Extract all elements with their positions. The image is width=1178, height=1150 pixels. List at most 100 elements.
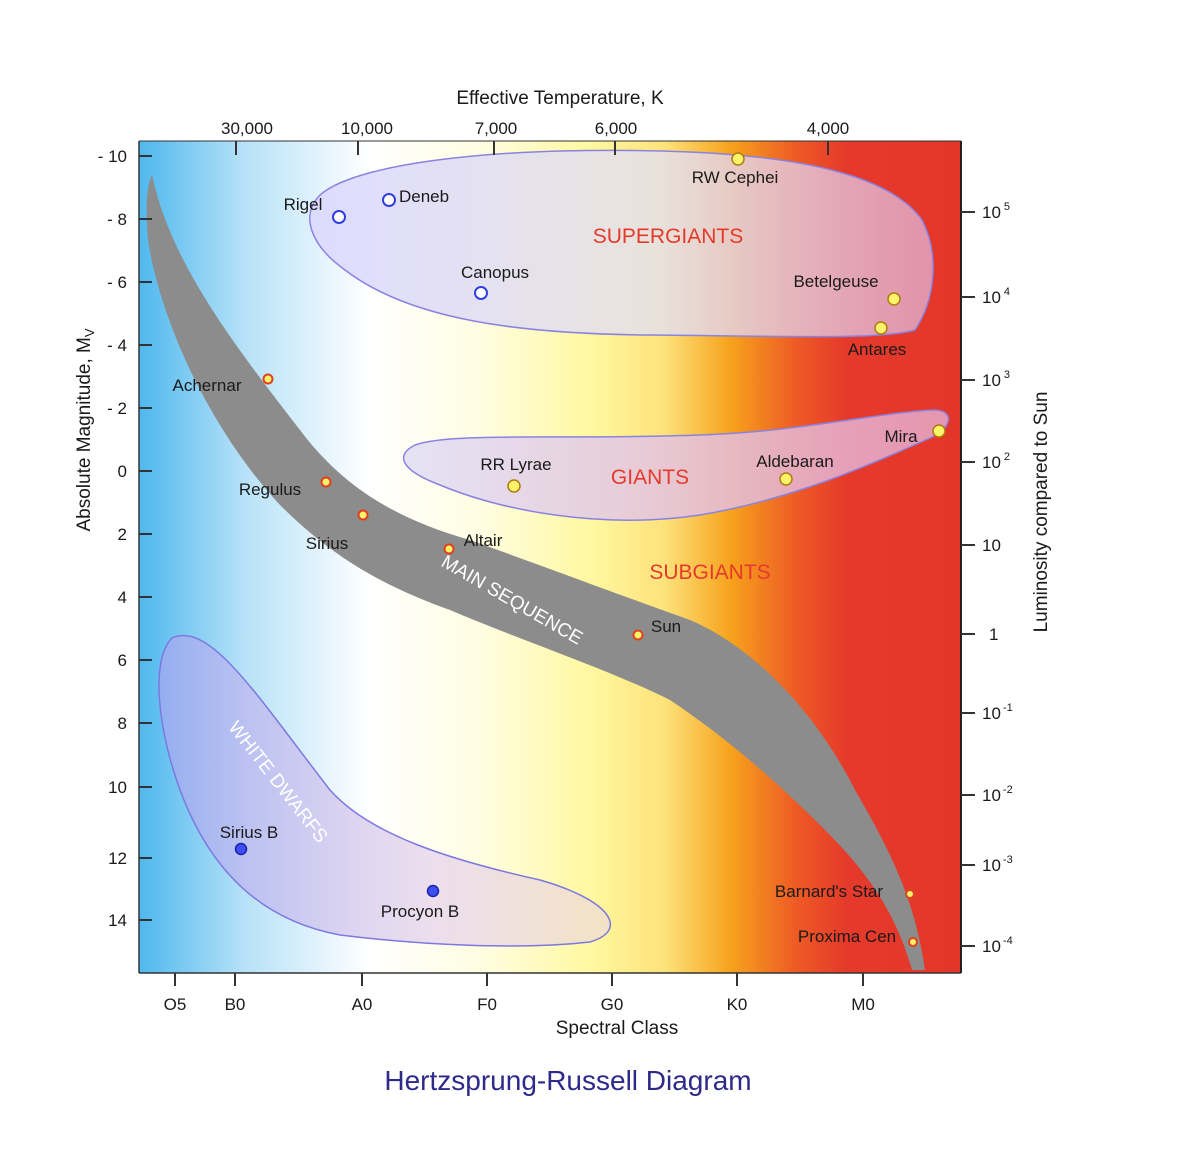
luminosity-tick-label: 1 <box>989 625 998 644</box>
magnitude-tick-label: 4 <box>118 588 127 607</box>
luminosity-tick-label: 10 -1 <box>982 702 1013 723</box>
temperature-tick-label: 10,000 <box>341 119 393 138</box>
star-mira: Mira <box>884 424 946 446</box>
star-label: Mira <box>884 427 918 446</box>
star-sirius: Sirius <box>306 509 369 553</box>
magnitude-tick-label: - 4 <box>107 336 127 355</box>
spectral-tick-label: O5 <box>164 995 187 1014</box>
star-label: Barnard's Star <box>775 882 883 901</box>
star-rigel: Rigel <box>284 195 346 224</box>
giants-label: GIANTS <box>611 466 689 489</box>
luminosity-tick-base: 10 <box>982 453 1001 472</box>
magnitude-tick-label: 8 <box>118 714 127 733</box>
star-marker <box>320 476 332 488</box>
luminosity-tick-base: 10 <box>982 288 1001 307</box>
star-marker <box>382 193 396 207</box>
temperature-tick-label: 6,000 <box>595 119 638 138</box>
temperature-tick-label: 4,000 <box>807 119 850 138</box>
luminosity-tick-exponent: 5 <box>1004 201 1010 213</box>
left-axis-title-subscript: V <box>82 328 97 337</box>
star-marker <box>443 543 455 555</box>
star-label: Sun <box>651 617 681 636</box>
luminosity-tick-label: 10 3 <box>982 369 1010 390</box>
star-marker <box>262 373 274 385</box>
star-label: RR Lyrae <box>480 455 551 474</box>
luminosity-tick-exponent: 4 <box>1004 286 1010 298</box>
star-rw-cephei: RW Cephei <box>692 152 779 187</box>
luminosity-tick-exponent: -4 <box>1003 935 1013 947</box>
magnitude-tick-label: 6 <box>118 651 127 670</box>
luminosity-tick-exponent: 3 <box>1004 369 1010 381</box>
star-canopus: Canopus <box>461 263 529 300</box>
temperature-tick-label: 30,000 <box>221 119 273 138</box>
star-regulus: Regulus <box>239 476 332 499</box>
star-betelgeuse: Betelgeuse <box>793 272 901 306</box>
temperature-tick-label: 7,000 <box>475 119 518 138</box>
luminosity-tick-label: 10 2 <box>982 451 1010 472</box>
luminosity-tick-exponent: -2 <box>1003 784 1013 796</box>
star-sirius-b: Sirius B <box>220 823 279 856</box>
main-sequence-band <box>146 175 925 970</box>
spectral-tick-label: B0 <box>225 995 246 1014</box>
star-marker <box>779 472 793 486</box>
white-dwarfs-region <box>158 634 611 947</box>
luminosity-tick-exponent: -3 <box>1003 854 1013 866</box>
magnitude-tick-label: 10 <box>108 778 127 797</box>
star-label: Altair <box>464 531 503 550</box>
star-marker <box>632 629 644 641</box>
spectral-tick-label: G0 <box>601 995 624 1014</box>
luminosity-tick-exponent: -1 <box>1003 702 1013 714</box>
star-procyon-b: Procyon B <box>381 884 459 921</box>
star-altair: Altair <box>443 531 503 555</box>
bottom-axis-title: Spectral Class <box>556 1018 679 1039</box>
spectral-tick-label: M0 <box>851 995 875 1014</box>
luminosity-tick-label: 10 -3 <box>982 854 1013 875</box>
luminosity-tick-base: 10 <box>982 937 1001 956</box>
star-marker <box>874 321 888 335</box>
spectral-tick-label: A0 <box>352 995 373 1014</box>
luminosity-tick-base: 10 <box>982 371 1001 390</box>
magnitude-tick-label: - 6 <box>107 273 127 292</box>
luminosity-ticks: 10 5 10 4 10 3 10 2 10 1 10 -1 10 -2 10 -3 10 -4 <box>961 201 1013 956</box>
star-label: Proxima Cen <box>798 927 896 946</box>
luminosity-tick-base: 10 <box>982 856 1001 875</box>
luminosity-tick-base: 1 <box>989 625 998 644</box>
magnitude-tick-label: - 2 <box>107 399 127 418</box>
spectral-ticks: O5 B0 A0 F0 G0 K0 M0 <box>164 973 875 1014</box>
star-label: Antares <box>848 340 907 359</box>
star-marker <box>474 286 488 300</box>
star-marker <box>932 424 946 438</box>
star-marker <box>507 479 521 493</box>
star-marker <box>731 152 745 166</box>
luminosity-tick-base: 10 <box>982 786 1001 805</box>
star-barnards-star: Barnard's Star <box>775 882 915 901</box>
star-marker <box>332 210 346 224</box>
star-marker <box>905 889 915 899</box>
supergiants-label: SUPERGIANTS <box>593 225 744 248</box>
star-label: Rigel <box>284 195 323 214</box>
right-axis-title: Luminosity compared to Sun <box>1031 392 1052 633</box>
star-label: Procyon B <box>381 902 459 921</box>
star-label: Sirius B <box>220 823 279 842</box>
supergiants-region <box>309 149 934 338</box>
star-rr-lyrae: RR Lyrae <box>480 455 552 493</box>
star-marker <box>357 509 369 521</box>
subgiants-label: SUBGIANTS <box>649 561 770 584</box>
luminosity-tick-label: 10 5 <box>982 201 1010 222</box>
giants-region <box>402 409 949 521</box>
star-label: Deneb <box>399 187 449 206</box>
star-marker <box>887 292 901 306</box>
star-label: Sirius <box>306 534 349 553</box>
luminosity-tick-label: 10 <box>982 536 1001 555</box>
star-aldebaran: Aldebaran <box>756 452 834 486</box>
spectral-tick-label: K0 <box>727 995 748 1014</box>
luminosity-tick-base: 10 <box>982 536 1001 555</box>
magnitude-tick-label: - 8 <box>107 210 127 229</box>
luminosity-tick-label: 10 4 <box>982 286 1010 307</box>
star-marker <box>234 842 248 856</box>
left-axis-title: Absolute Magnitude, MV <box>74 328 97 531</box>
star-deneb: Deneb <box>382 187 449 207</box>
star-label: RW Cephei <box>692 168 779 187</box>
luminosity-tick-label: 10 -2 <box>982 784 1013 805</box>
